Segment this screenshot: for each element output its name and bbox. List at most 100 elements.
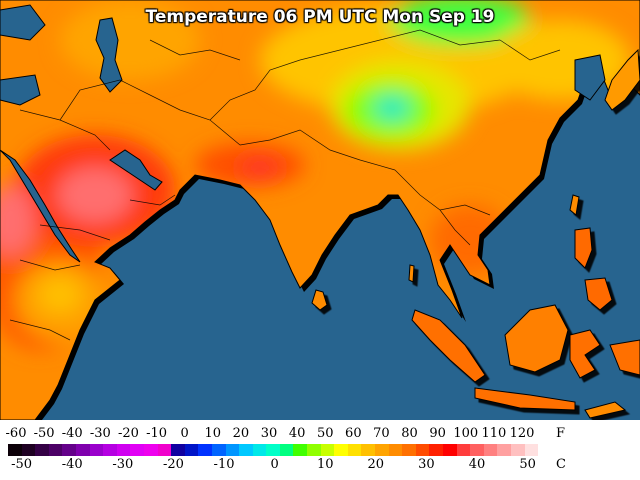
scale-swatch xyxy=(143,444,158,456)
scale-swatch xyxy=(334,444,348,456)
border-line xyxy=(299,29,501,61)
taiwan xyxy=(569,194,580,216)
scale-swatch xyxy=(388,444,403,456)
border-line xyxy=(129,194,176,206)
temperature-field xyxy=(0,0,630,350)
fahrenheit-tick-label: -20 xyxy=(117,426,139,441)
border-line xyxy=(209,59,301,121)
fahrenheit-tick-label: 0 xyxy=(180,426,189,441)
celsius-tick-label: 0 xyxy=(270,457,279,472)
scale-swatch xyxy=(8,444,22,456)
fahrenheit-tick-label: 30 xyxy=(260,426,278,441)
scale-swatch xyxy=(307,444,321,456)
celsius-tick-label: -10 xyxy=(213,457,235,472)
fahrenheit-tick-label: 110 xyxy=(481,426,507,441)
map-title: Temperature 06 PM UTC Mon Sep 19 xyxy=(145,7,495,27)
new-guinea-west xyxy=(609,339,640,376)
scale-swatch xyxy=(103,444,117,456)
scale-swatch xyxy=(198,444,212,456)
scale-swatch xyxy=(279,444,294,456)
fahrenheit-tick-label: -10 xyxy=(146,426,168,441)
scale-swatch xyxy=(538,444,552,456)
fahrenheit-tick-label: 20 xyxy=(232,426,250,441)
fahrenheit-tick-label: 90 xyxy=(429,426,446,441)
sri-lanka xyxy=(311,289,328,311)
temperature-map xyxy=(0,0,640,420)
black-sea xyxy=(0,4,46,41)
fahrenheit-tick-label: 80 xyxy=(401,426,418,441)
fahrenheit-tick-label: 10 xyxy=(204,426,222,441)
scale-swatch xyxy=(89,444,104,456)
scale-swatch xyxy=(157,444,172,456)
land-masses xyxy=(0,0,640,420)
fahrenheit-tick-label: 120 xyxy=(509,426,535,441)
scale-swatch xyxy=(456,444,471,456)
scale-swatch xyxy=(239,444,253,456)
scale-swatch xyxy=(75,444,90,456)
yellow-sea xyxy=(574,54,606,101)
border-line xyxy=(19,259,81,271)
temperature-legend: -60 -50 -40 -30 -20 -10 0 10 20 30 40 50 60 70 80 90 100… xyxy=(0,420,640,480)
celsius-unit: C xyxy=(556,457,566,472)
fahrenheit-tick-label: 50 xyxy=(316,426,334,441)
border-line xyxy=(239,129,396,171)
red-sea xyxy=(0,149,81,263)
celsius-tick-label: -40 xyxy=(61,457,83,472)
celsius-tick-label: -50 xyxy=(11,457,33,472)
scale-swatch xyxy=(35,444,49,456)
border-line xyxy=(499,39,561,61)
celsius-tick-label: 20 xyxy=(367,457,385,472)
scale-swatch xyxy=(293,444,308,456)
fahrenheit-tick-label: 40 xyxy=(288,426,306,441)
celsius-tick-label: 10 xyxy=(316,457,334,472)
scale-swatch xyxy=(375,444,389,456)
scale-swatch xyxy=(62,444,76,456)
scale-swatch xyxy=(470,444,484,456)
persian-gulf xyxy=(109,149,163,191)
scale-swatch xyxy=(361,444,376,456)
java xyxy=(474,387,576,411)
celsius-tick-label: 30 xyxy=(418,457,435,472)
japan xyxy=(604,48,640,111)
scale-swatch xyxy=(130,444,144,456)
scale-swatch xyxy=(184,444,199,456)
scale-swatch xyxy=(347,444,362,456)
land-outline xyxy=(0,0,640,420)
philippines-luzon xyxy=(574,227,593,269)
scale-swatch xyxy=(48,444,63,456)
scale-swatch xyxy=(21,444,36,456)
scale-swatch xyxy=(211,444,226,456)
mediterranean-sea xyxy=(0,74,41,106)
scale-swatch xyxy=(415,444,430,456)
fahrenheit-tick-label: -30 xyxy=(89,426,111,441)
fahrenheit-tick-label: -60 xyxy=(5,426,27,441)
scale-swatch xyxy=(252,444,267,456)
scale-swatch xyxy=(497,444,511,456)
celsius-tick-label: 40 xyxy=(468,457,486,472)
scale-swatch xyxy=(225,444,240,456)
country-borders xyxy=(9,29,561,341)
scale-swatch xyxy=(171,444,185,456)
caspian-sea xyxy=(95,17,123,93)
scale-swatch xyxy=(266,444,280,456)
border-line xyxy=(19,109,111,151)
fahrenheit-unit: F xyxy=(556,426,566,441)
borneo xyxy=(504,304,569,373)
fahrenheit-tick-label: 60 xyxy=(345,426,362,441)
celsius-tick-label: -20 xyxy=(162,457,184,472)
fahrenheit-tick-label: -50 xyxy=(33,426,55,441)
scale-swatch xyxy=(116,444,131,456)
border-line xyxy=(439,204,491,216)
border-line xyxy=(149,39,241,61)
fahrenheit-tick-label: 70 xyxy=(373,426,390,441)
scale-swatch xyxy=(524,444,539,456)
border-line xyxy=(59,79,121,121)
sumatra xyxy=(411,309,486,383)
celsius-tick-label: 50 xyxy=(519,457,536,472)
scale-swatch xyxy=(443,444,457,456)
scale-swatch xyxy=(402,444,416,456)
fahrenheit-tick-label: 100 xyxy=(453,426,479,441)
scale-swatch xyxy=(320,444,335,456)
timor xyxy=(584,401,627,419)
